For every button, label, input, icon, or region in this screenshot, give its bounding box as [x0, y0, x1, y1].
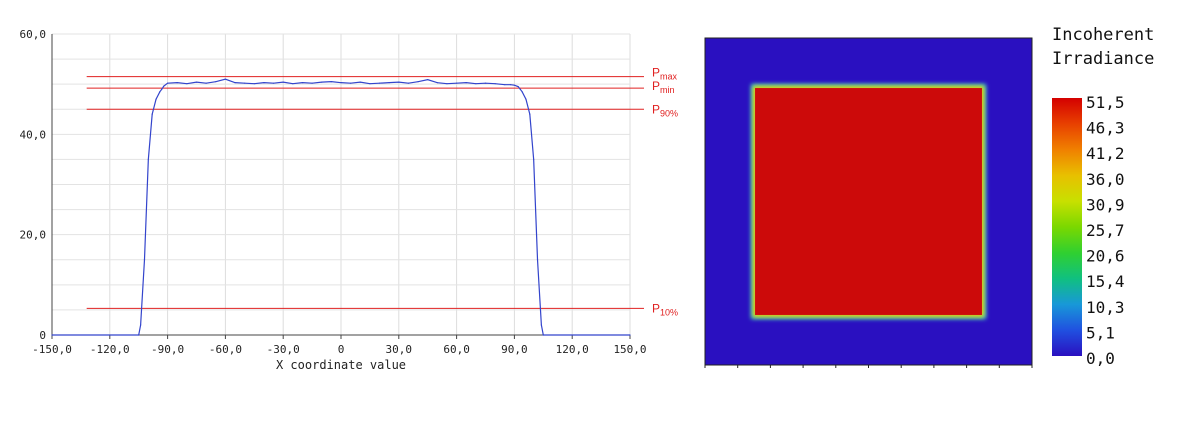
- data-point: [629, 334, 631, 336]
- data-point: [540, 324, 542, 326]
- data-point: [282, 81, 284, 83]
- colorbar-title: Irradiance: [1052, 49, 1154, 69]
- colorbar-label: 10,3: [1086, 298, 1125, 317]
- data-point: [163, 85, 165, 87]
- data-point: [244, 82, 246, 84]
- data-point: [263, 82, 265, 84]
- data-point: [215, 81, 217, 83]
- data-point: [138, 334, 140, 336]
- data-point: [465, 82, 467, 84]
- data-point: [513, 84, 516, 86]
- line-chart: -150,0 -120,0 -90,0 -60,0 -30,0 0 30,0 60,0 90,0…: [20, 28, 679, 372]
- data-point: [519, 88, 521, 90]
- data-point: [292, 83, 294, 85]
- data-point: [436, 82, 438, 84]
- data-point: [350, 82, 352, 84]
- reference-label: P10%: [652, 301, 678, 317]
- data-point: [398, 81, 400, 83]
- x-tick-label: 60,0: [443, 343, 470, 356]
- data-point: [147, 158, 149, 161]
- series-line: [52, 78, 630, 336]
- data-point: [521, 91, 523, 93]
- x-tick-label: -150,0: [32, 343, 72, 356]
- data-point: [159, 91, 161, 93]
- data-point: [151, 113, 153, 115]
- data-point: [234, 82, 236, 84]
- data-point: [542, 334, 544, 336]
- data-point: [51, 334, 53, 336]
- data-point: [186, 83, 188, 85]
- data-point: [155, 98, 157, 100]
- colorbar-title: Incoherent: [1052, 25, 1154, 45]
- data-point: [359, 81, 361, 83]
- y-tick-label: 60,0: [20, 28, 47, 41]
- reference-label: P90%: [652, 102, 678, 118]
- data-point: [167, 82, 169, 84]
- data-point: [140, 324, 142, 326]
- x-tick-label: 30,0: [386, 343, 413, 356]
- data-point: [311, 82, 313, 84]
- x-tick-label: 150,0: [613, 343, 646, 356]
- data-point: [446, 83, 448, 85]
- data-point: [517, 86, 519, 88]
- x-tick-label: 120,0: [556, 343, 589, 356]
- data-point: [533, 158, 535, 161]
- colorbar-label: 41,2: [1086, 144, 1125, 163]
- x-tick-label: -30,0: [267, 343, 300, 356]
- reference-label: Pmin: [652, 79, 675, 95]
- data-point: [340, 82, 342, 84]
- data-point: [253, 83, 255, 85]
- data-point: [525, 98, 527, 100]
- y-tick-label: 20,0: [20, 229, 47, 242]
- colorbar-label: 25,7: [1086, 221, 1125, 240]
- data-point: [484, 82, 487, 84]
- data-point: [427, 79, 429, 81]
- x-axis-label: X coordinate value: [276, 358, 406, 372]
- data-point: [330, 81, 332, 83]
- x-tick-label: -120,0: [90, 343, 130, 356]
- data-point: [504, 84, 506, 86]
- colorbar-label: 0,0: [1086, 349, 1115, 368]
- colorbar-label: 30,9: [1086, 195, 1125, 214]
- x-tick-label: 0: [338, 343, 345, 356]
- colorbar-label: 15,4: [1086, 272, 1125, 291]
- x-tick-label: 90,0: [501, 343, 528, 356]
- colorbar: [1052, 98, 1082, 356]
- data-point: [417, 81, 419, 83]
- colorbar-label: 20,6: [1086, 247, 1125, 266]
- data-point: [407, 82, 410, 84]
- data-point: [195, 81, 198, 83]
- heatmap-panel: Incoherent Irradiance 51,5 46,3 41,2 36,0 30,9…: [704, 25, 1154, 368]
- data-point: [321, 81, 323, 83]
- data-point: [388, 82, 390, 84]
- data-point: [369, 83, 371, 85]
- data-point: [301, 82, 304, 84]
- y-tick-label: 40,0: [20, 128, 47, 141]
- data-point: [224, 78, 226, 80]
- data-point: [378, 82, 381, 84]
- data-point: [529, 113, 531, 115]
- data-point: [494, 83, 496, 85]
- data-point: [176, 82, 178, 84]
- data-point: [509, 84, 512, 86]
- heatmap-square: [755, 88, 982, 315]
- data-point: [536, 259, 539, 261]
- x-tick-label: -60,0: [209, 343, 242, 356]
- reference-label: Pmax: [652, 66, 678, 82]
- colorbar-label: 46,3: [1086, 119, 1125, 138]
- gridlines: [51, 33, 631, 336]
- data-point: [272, 82, 275, 84]
- x-tick-label: -90,0: [151, 343, 184, 356]
- data-point: [205, 82, 207, 84]
- data-point: [475, 83, 477, 85]
- data-point: [161, 88, 163, 90]
- colorbar-label: 5,1: [1086, 323, 1115, 342]
- data-point: [456, 82, 458, 84]
- colorbar-label: 36,0: [1086, 170, 1125, 189]
- y-tick-label: 0: [39, 329, 46, 342]
- data-point: [143, 259, 146, 261]
- colorbar-label: 51,5: [1086, 93, 1125, 112]
